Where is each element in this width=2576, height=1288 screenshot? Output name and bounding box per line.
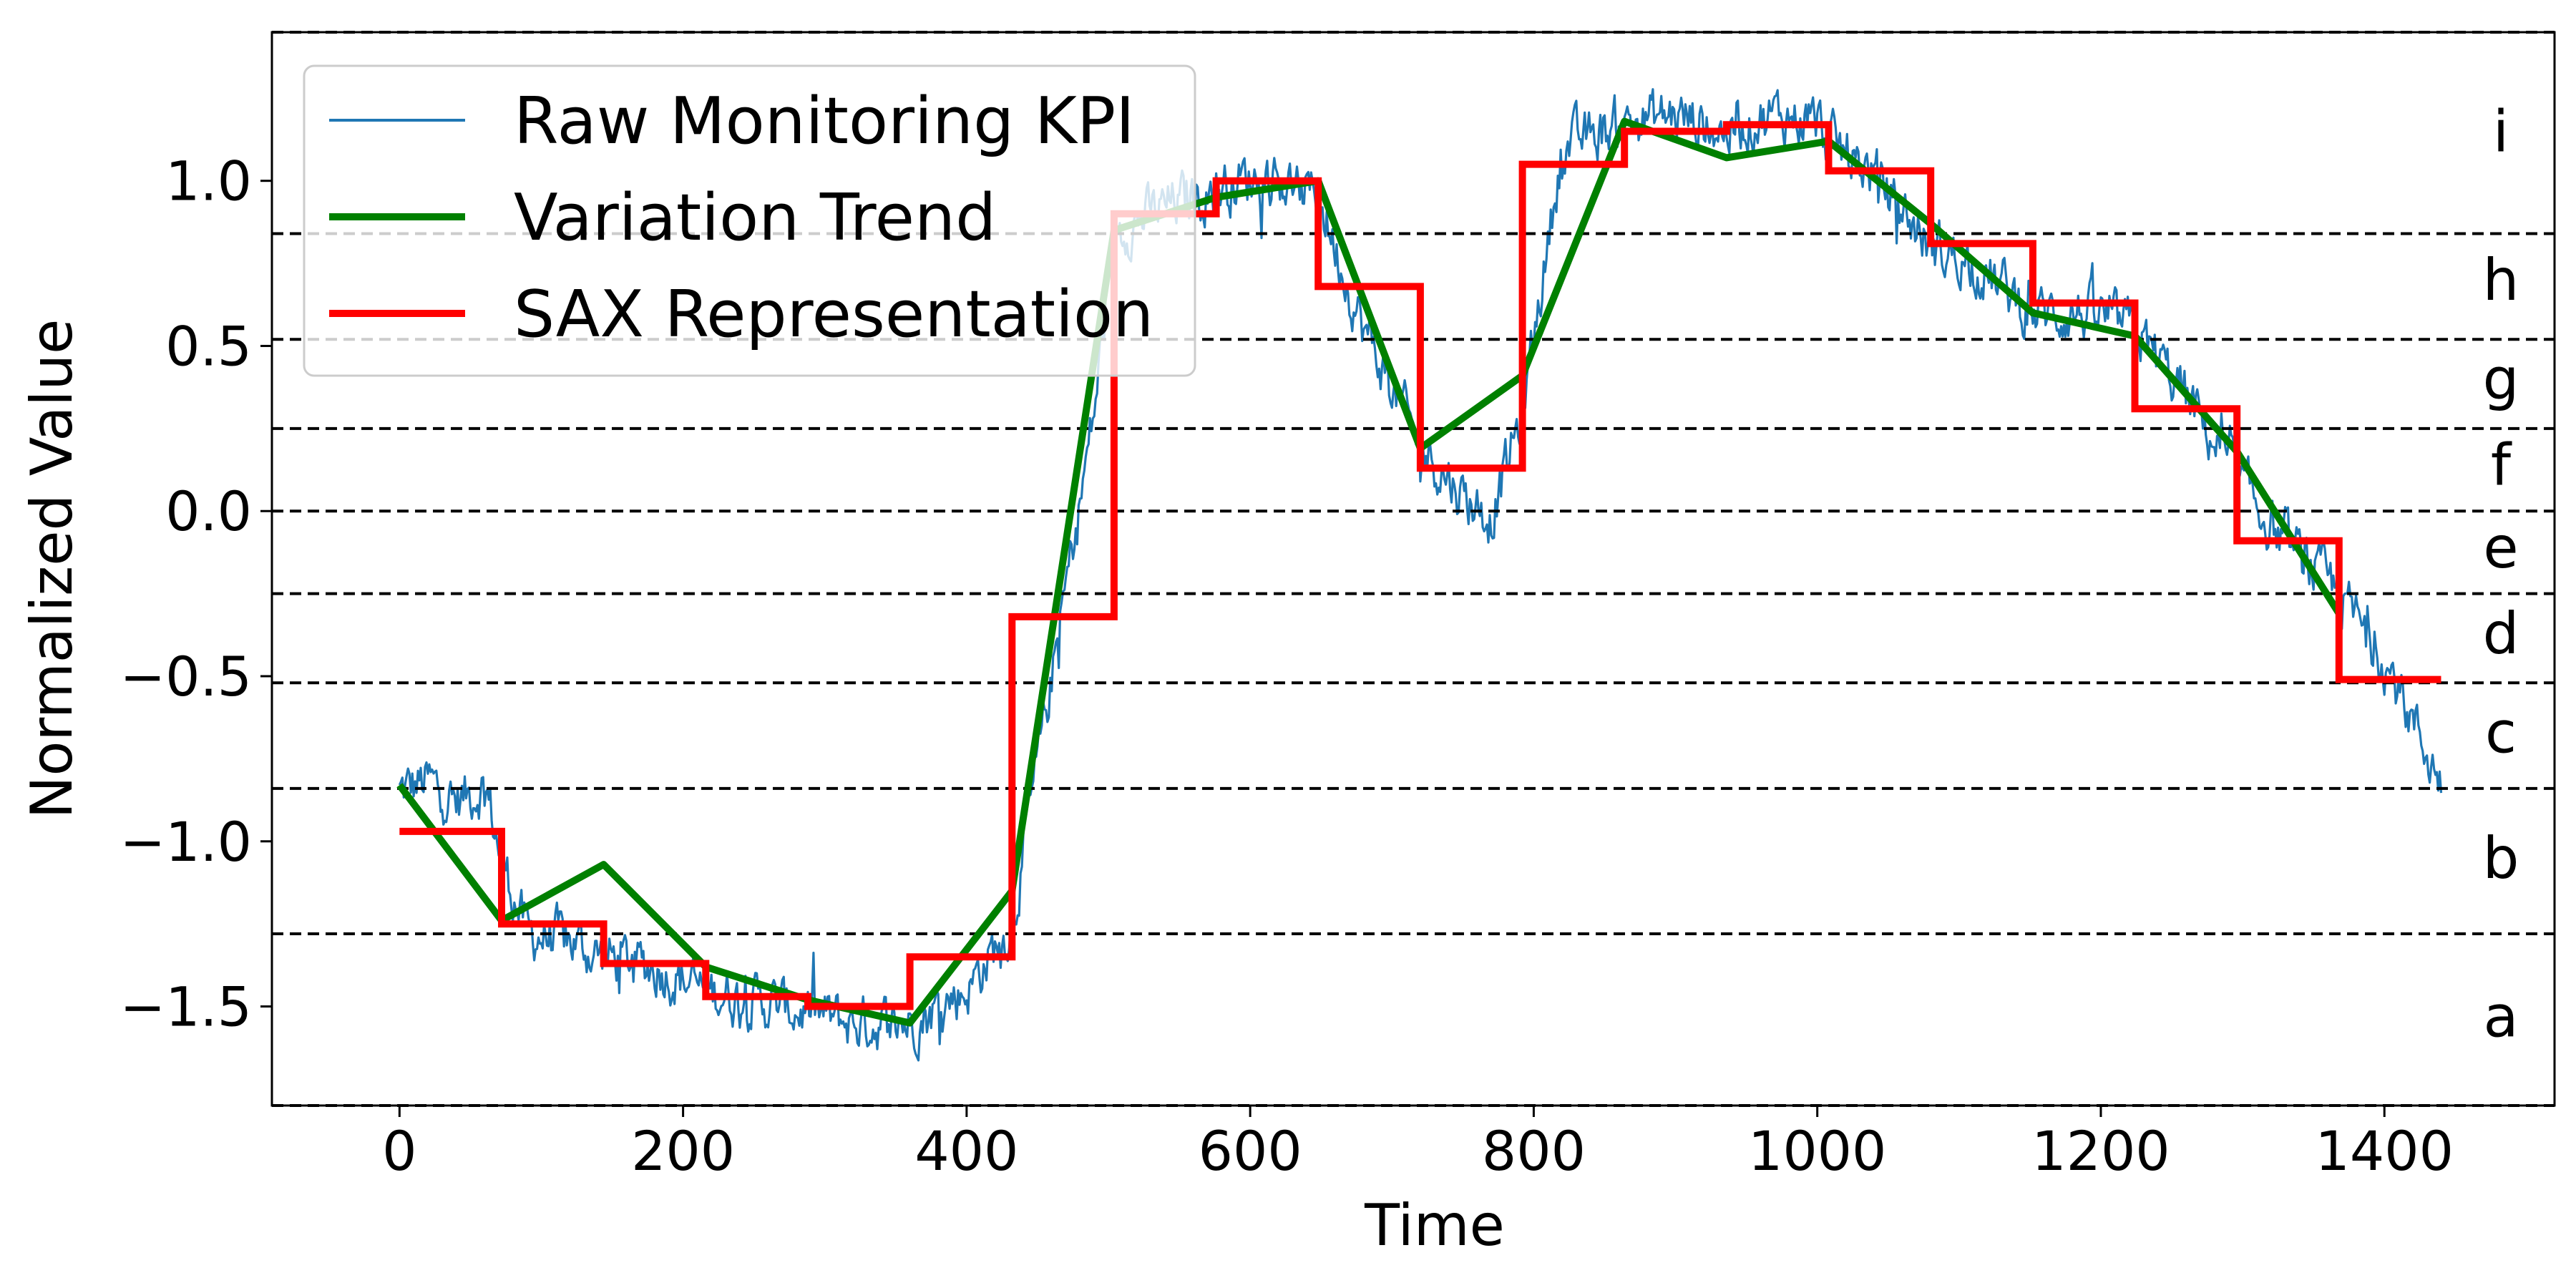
y-tick-label: −0.5 (119, 645, 252, 708)
band-letter-d: d (2483, 600, 2519, 667)
trend-layer (396, 117, 2343, 1027)
x-tick-label: 400 (914, 1119, 1018, 1183)
band-letter-e: e (2483, 514, 2518, 581)
sax-step-line (399, 121, 2441, 1010)
y-axis-label: Normalized Value (19, 319, 85, 819)
band-letter-a: a (2483, 983, 2518, 1050)
band-letter-b: b (2483, 825, 2519, 892)
legend-label-sax: SAX Representation (514, 277, 1153, 352)
band-letter-c: c (2485, 699, 2517, 766)
y-axis-ticks: −1.5 −1.0 −0.5 0.0 0.5 1.0 (119, 150, 272, 1039)
band-letter-i: i (2493, 98, 2509, 165)
x-tick-label: 200 (631, 1119, 735, 1183)
x-axis-label: Time (1364, 1192, 1505, 1259)
x-tick-label: 600 (1199, 1119, 1302, 1183)
band-letter-f: f (2491, 432, 2512, 499)
legend-label-trend: Variation Trend (514, 180, 996, 255)
y-tick-label: −1.0 (119, 810, 252, 874)
raw-kpi-line (398, 88, 2443, 1062)
sax-layer (399, 121, 2441, 1010)
x-tick-label: 1400 (2316, 1119, 2454, 1183)
x-tick-label: 1000 (1748, 1119, 1886, 1183)
y-tick-label: 1.0 (165, 150, 252, 213)
x-tick-label: 800 (1482, 1119, 1586, 1183)
x-axis-ticks: 0 200 400 600 800 1000 1200 1400 (382, 1106, 2454, 1183)
band-letter-g: g (2483, 346, 2519, 413)
trend-line (396, 117, 2343, 1027)
band-letter-h: h (2483, 247, 2519, 313)
legend: Raw Monitoring KPI Variation Trend SAX Rep… (303, 64, 1196, 377)
x-tick-label: 1200 (2031, 1119, 2170, 1183)
legend-box (303, 64, 1196, 377)
y-tick-label: 0.0 (165, 479, 252, 543)
legend-label-raw: Raw Monitoring KPI (514, 84, 1135, 159)
y-tick-label: 0.5 (165, 314, 252, 378)
x-tick-label: 0 (382, 1119, 416, 1183)
y-tick-label: −1.5 (119, 975, 252, 1039)
plot-frame (270, 31, 2556, 1107)
raw-kpi-layer (398, 88, 2443, 1062)
